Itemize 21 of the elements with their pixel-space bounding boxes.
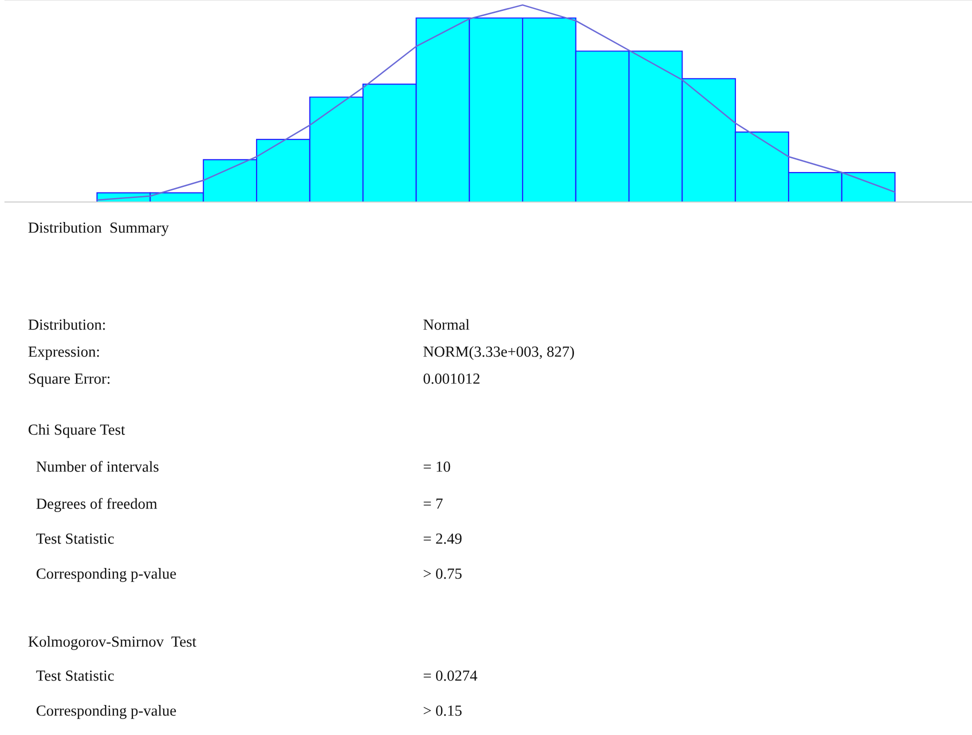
text: = 7 [424, 498, 443, 509]
text: Distribution Summary [28, 222, 169, 236]
text: Square Error: [29, 374, 110, 387]
text: Expression: [28, 346, 99, 360]
text: > 0.15 [424, 706, 462, 716]
text: Degrees of freedom [36, 498, 158, 512]
text: Test Statistic [36, 534, 114, 544]
text: Distribution: [28, 319, 105, 330]
text: NORM(3.33e+003, 827) [423, 346, 574, 360]
text: = 2.49 [424, 534, 462, 544]
text: > 0.75 [424, 568, 462, 579]
text: Corresponding p-value [36, 705, 176, 719]
text: Test Statistic [36, 670, 114, 681]
text: Kolmogorov-Smirnov Test [28, 636, 196, 650]
text: Corresponding p-value [36, 568, 176, 582]
text: Number of intervals [36, 460, 158, 472]
text: Chi Square Test [28, 424, 126, 438]
text: = 0.0274 [424, 670, 478, 681]
text: = 10 [424, 462, 450, 472]
text: Normal [423, 319, 470, 330]
text: 0.001012 [424, 374, 480, 384]
